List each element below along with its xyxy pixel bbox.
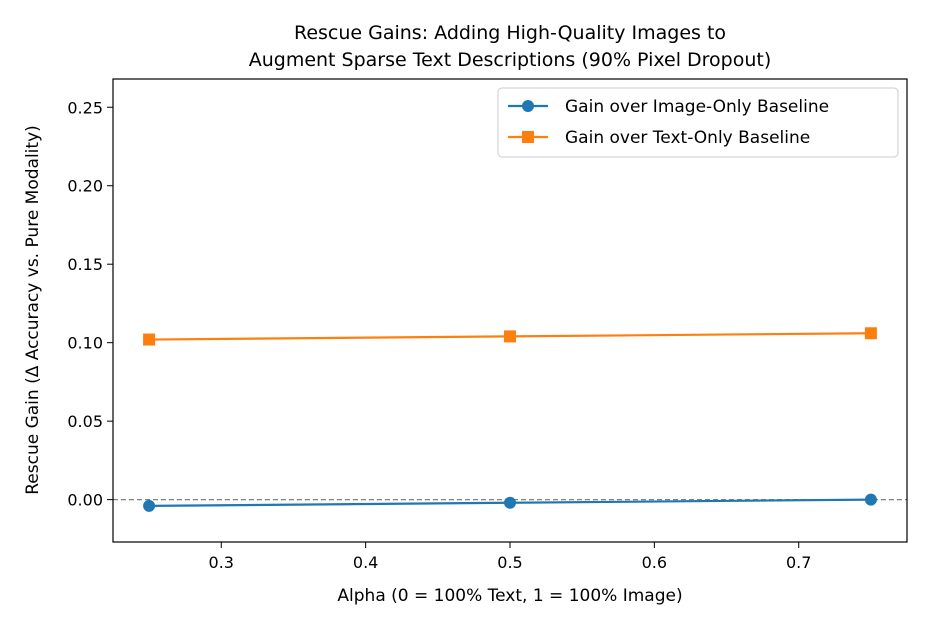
legend: Gain over Image-Only Baseline Gain over … bbox=[497, 87, 899, 158]
legend-marker-text-only bbox=[522, 131, 534, 143]
x-axis-label: Alpha (0 = 100% Text, 1 = 100% Image) bbox=[337, 586, 682, 606]
chart-title-line-1: Rescue Gains: Adding High-Quality Images… bbox=[294, 22, 726, 44]
x-tick-label: 0.4 bbox=[353, 553, 378, 572]
data-point-text-only bbox=[504, 330, 516, 343]
y-tick-label: 0.05 bbox=[67, 412, 103, 431]
x-tick-label: 0.5 bbox=[497, 553, 522, 572]
data-point-text-only bbox=[143, 333, 156, 346]
legend-label-image-only: Gain over Image-Only Baseline bbox=[565, 97, 829, 117]
x-tick-label: 0.3 bbox=[209, 553, 234, 572]
legend-box bbox=[497, 87, 899, 158]
plot-area bbox=[113, 327, 907, 512]
x-tick-label: 0.6 bbox=[642, 553, 667, 572]
legend-marker-image-only bbox=[522, 100, 534, 112]
x-tick-label: 0.7 bbox=[786, 553, 811, 572]
data-point-image-only bbox=[143, 499, 156, 512]
y-tick-label: 0.00 bbox=[67, 491, 103, 510]
data-point-text-only bbox=[864, 327, 877, 340]
y-tick-label: 0.20 bbox=[67, 177, 103, 196]
data-point-image-only bbox=[864, 493, 877, 506]
chart-title-line-2: Augment Sparse Text Descriptions (90% Pi… bbox=[249, 49, 772, 71]
legend-label-text-only: Gain over Text-Only Baseline bbox=[565, 128, 810, 148]
y-tick-label: 0.10 bbox=[67, 334, 103, 353]
data-point-image-only bbox=[504, 496, 516, 509]
y-tick-label: 0.25 bbox=[67, 98, 103, 117]
y-axis-label: Rescue Gain (Δ Accuracy vs. Pure Modalit… bbox=[23, 125, 43, 495]
y-tick-label: 0.15 bbox=[67, 255, 103, 274]
